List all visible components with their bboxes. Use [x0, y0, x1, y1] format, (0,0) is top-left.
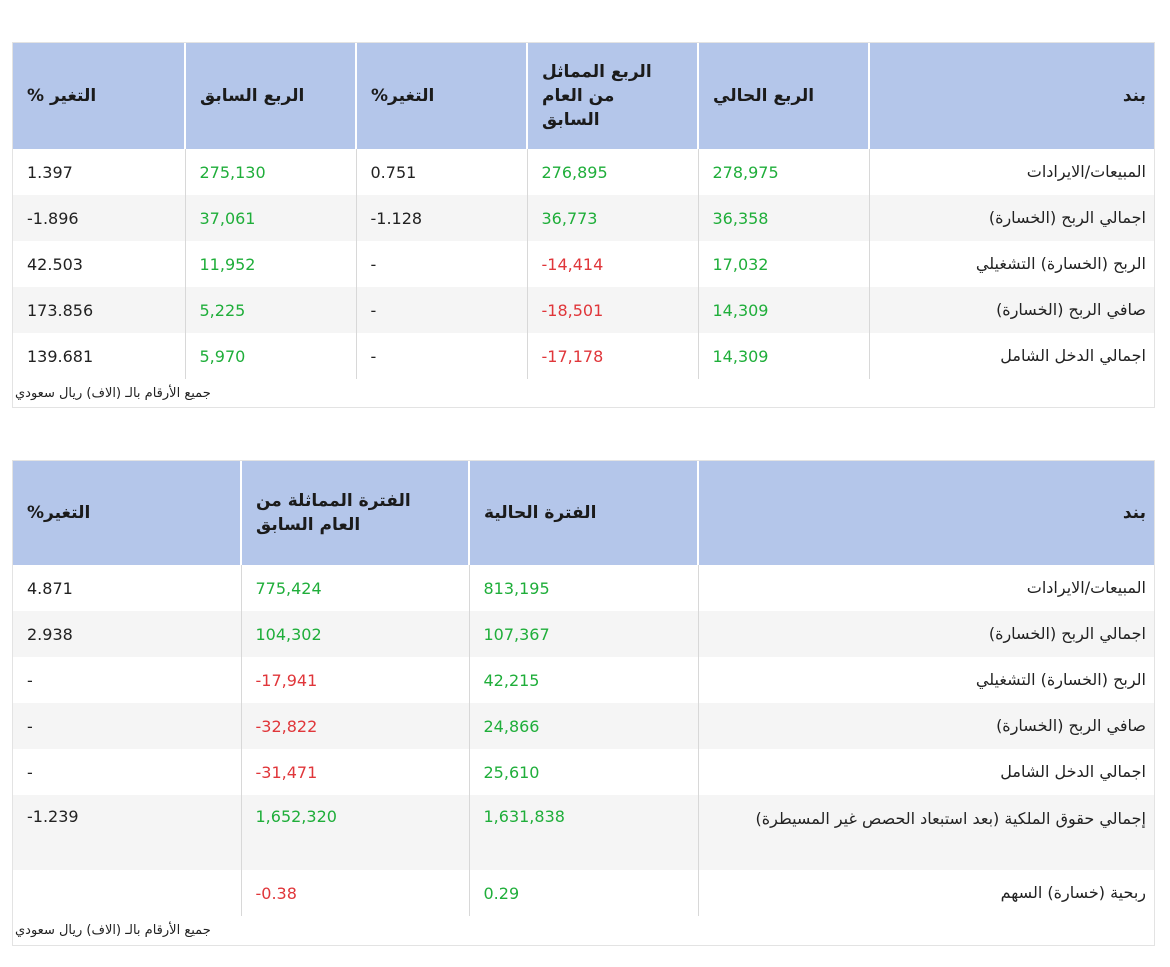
current-period-value: 24,866 [468, 703, 698, 749]
current-quarter-value: 36,358 [697, 195, 869, 241]
table-row: المبيعات/الايرادات 813,195 775,424 4.871 [13, 565, 1154, 611]
change-qoq-value: 42.503 [27, 254, 83, 274]
header-current-quarter: الربع الحالي [697, 43, 869, 149]
quarterly-results-panel: بند الربع الحالي الربع المماثل من العام … [12, 42, 1155, 408]
change-yoy-value: 1.128- [355, 195, 527, 241]
change-yoy-value: 0.751 [355, 149, 527, 195]
same-quarter-last-year-value: 14,414- [526, 241, 698, 287]
period-results-table: بند الفترة الحالية الفترة المماثلة من ال… [13, 461, 1154, 916]
header-previous-quarter: الربع السابق [184, 43, 356, 149]
same-period-last-year-value: 0.38- [240, 870, 469, 916]
table-row: اجمالي الربح (الخسارة) 107,367 104,302 2… [13, 611, 1154, 657]
header-change: التغير% [13, 461, 241, 565]
same-quarter-last-year-value: 17,178- [526, 333, 698, 379]
table-row: إجمالي حقوق الملكية (بعد استبعاد الحصص غ… [13, 795, 1154, 870]
same-period-last-year-value: 1,652,320 [240, 795, 469, 870]
change-value: - [27, 670, 33, 690]
current-quarter-value: 14,309 [697, 287, 869, 333]
change-value: 4.871 [27, 578, 73, 598]
same-period-last-year-value: 104,302 [240, 611, 469, 657]
previous-quarter-value: 37,061 [184, 195, 356, 241]
table-row: الربح (الخسارة) التشغيلي 42,215 17,941- … [13, 657, 1154, 703]
table-row: الربح (الخسارة) التشغيلي 17,032 14,414- … [13, 241, 1154, 287]
header-same-quarter-last-year: الربع المماثل من العام السابق [526, 43, 698, 149]
change-value: 1.239- [13, 795, 241, 870]
header-change-qoq: التغير % [13, 43, 185, 149]
current-period-value: 813,195 [468, 565, 698, 611]
change-yoy-value: - [355, 333, 527, 379]
change-yoy-value: - [355, 241, 527, 287]
row-label: ربحية (خسارة) السهم [697, 870, 1154, 916]
row-label: صافي الربح (الخسارة) [868, 287, 1154, 333]
change-value: - [27, 762, 33, 782]
table-row: المبيعات/الايرادات 278,975 276,895 0.751… [13, 149, 1154, 195]
row-label: اجمالي الربح (الخسارة) [697, 611, 1154, 657]
current-quarter-value: 14,309 [697, 333, 869, 379]
table-row: صافي الربح (الخسارة) 14,309 18,501- - 5,… [13, 287, 1154, 333]
quarterly-results-table: بند الربع الحالي الربع المماثل من العام … [13, 43, 1154, 379]
row-label: إجمالي حقوق الملكية (بعد استبعاد الحصص غ… [697, 795, 1154, 870]
current-period-value: 25,610 [468, 749, 698, 795]
change-qoq-value: 1.397 [27, 162, 73, 182]
table-row: اجمالي الدخل الشامل 14,309 17,178- - 5,9… [13, 333, 1154, 379]
period-results-panel: بند الفترة الحالية الفترة المماثلة من ال… [12, 460, 1155, 946]
change-qoq-value: 173.856 [13, 287, 185, 333]
previous-quarter-value: 5,970 [184, 333, 356, 379]
row-label: المبيعات/الايرادات [868, 149, 1154, 195]
current-period-value: 107,367 [468, 611, 698, 657]
same-period-last-year-value: 775,424 [240, 565, 469, 611]
same-quarter-last-year-value: 276,895 [526, 149, 698, 195]
row-label: المبيعات/الايرادات [697, 565, 1154, 611]
previous-quarter-value: 11,952 [184, 241, 356, 287]
table-row: اجمالي الدخل الشامل 25,610 31,471- - [13, 749, 1154, 795]
table-row: اجمالي الربح (الخسارة) 36,358 36,773 1.1… [13, 195, 1154, 241]
table-row: ربحية (خسارة) السهم 0.29 0.38- [13, 870, 1154, 916]
change-value: - [13, 703, 241, 749]
header-change-yoy: التغير% [355, 43, 527, 149]
same-quarter-last-year-value: 36,773 [526, 195, 698, 241]
same-period-last-year-value: 31,471- [240, 749, 469, 795]
row-label: صافي الربح (الخسارة) [697, 703, 1154, 749]
change-value [13, 870, 241, 916]
previous-quarter-value: 5,225 [184, 287, 356, 333]
previous-quarter-value: 275,130 [184, 149, 356, 195]
header-item: بند [868, 43, 1154, 149]
table-row: صافي الربح (الخسارة) 24,866 32,822- - [13, 703, 1154, 749]
change-value: 2.938 [13, 611, 241, 657]
row-label: الربح (الخسارة) التشغيلي [697, 657, 1154, 703]
row-label: اجمالي الدخل الشامل [697, 749, 1154, 795]
change-qoq-value: 139.681 [27, 346, 94, 366]
current-period-value: 0.29 [468, 870, 698, 916]
header-current-period: الفترة الحالية [468, 461, 698, 565]
same-quarter-last-year-value: 18,501- [526, 287, 698, 333]
current-period-value: 1,631,838 [468, 795, 698, 870]
row-label: الربح (الخسارة) التشغيلي [868, 241, 1154, 287]
current-quarter-value: 17,032 [697, 241, 869, 287]
currency-note: جميع الأرقام بالـ (الاف) ريال سعودي [15, 386, 211, 401]
same-period-last-year-value: 17,941- [240, 657, 469, 703]
currency-note: جميع الأرقام بالـ (الاف) ريال سعودي [15, 923, 211, 938]
table-header-row: بند الفترة الحالية الفترة المماثلة من ال… [13, 461, 1154, 565]
current-period-value: 42,215 [468, 657, 698, 703]
header-item: بند [697, 461, 1154, 565]
row-label: اجمالي الربح (الخسارة) [868, 195, 1154, 241]
row-label: اجمالي الدخل الشامل [868, 333, 1154, 379]
current-quarter-value: 278,975 [697, 149, 869, 195]
table-header-row: بند الربع الحالي الربع المماثل من العام … [13, 43, 1154, 149]
header-same-period-last-year: الفترة المماثلة من العام السابق [240, 461, 469, 565]
change-yoy-value: - [355, 287, 527, 333]
change-qoq-value: 1.896- [13, 195, 185, 241]
same-period-last-year-value: 32,822- [240, 703, 469, 749]
